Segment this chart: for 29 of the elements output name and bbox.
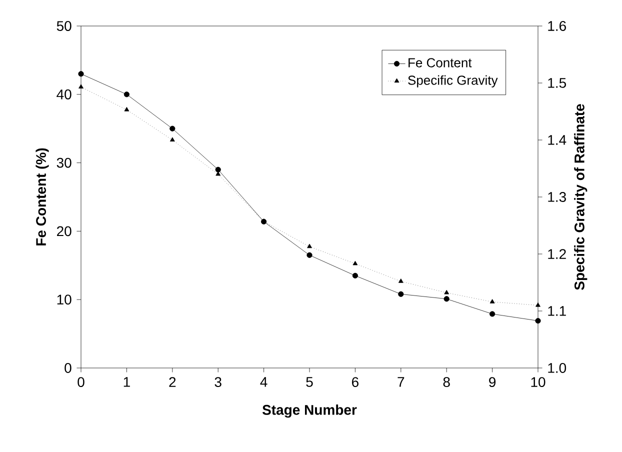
y-tick-label: 40	[56, 89, 72, 100]
y-tick-label: 0	[64, 363, 72, 373]
y2-tick-label: 1.4	[548, 135, 566, 145]
y2-tick-label: 1.6	[548, 21, 566, 31]
x-tick-label: 7	[398, 377, 404, 387]
legend-label: Specific Gravity	[408, 75, 498, 88]
y-tick-label: 50	[56, 21, 72, 31]
x-axis-title: Stage Number	[262, 404, 357, 418]
y-axis-title: Fe Content (%)	[36, 148, 49, 246]
x-tick-label: 10	[531, 377, 546, 388]
y2-tick-label: 1.3	[548, 192, 566, 202]
y-tick-label: 30	[56, 158, 72, 168]
x-tick-label: 5	[306, 377, 313, 387]
x-tick-label: 6	[352, 377, 358, 388]
y-tick-label: 10	[57, 294, 72, 305]
y2-axis-title: Specific Gravity of Raffinate	[574, 104, 588, 290]
x-tick-label: 4	[260, 377, 268, 387]
y2-tick-label: 1.5	[548, 78, 566, 88]
x-tick-label: 2	[169, 377, 176, 387]
x-tick-label: 0	[78, 377, 84, 388]
x-tick-label: 3	[214, 377, 222, 388]
y2-tick-label: 1.2	[548, 249, 566, 259]
x-tick-label: 8	[443, 377, 450, 388]
y-tick-label: 20	[57, 226, 72, 236]
x-tick-label: 9	[489, 377, 496, 388]
y2-tick-label: 1.1	[548, 306, 566, 316]
legend-label: Fe Content	[408, 58, 472, 68]
x-tick-label: 1	[124, 377, 130, 387]
y2-tick-label: 1.0	[548, 363, 566, 373]
